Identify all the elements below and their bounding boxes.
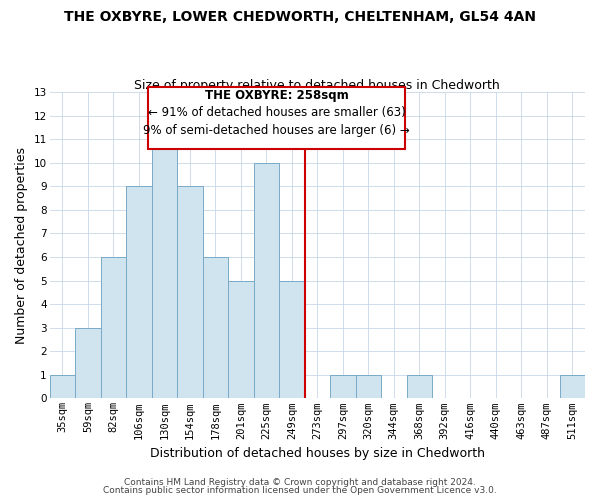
Text: THE OXBYRE: 258sqm: THE OXBYRE: 258sqm xyxy=(205,89,349,102)
Bar xyxy=(254,162,279,398)
X-axis label: Distribution of detached houses by size in Chedworth: Distribution of detached houses by size … xyxy=(150,447,485,460)
Bar xyxy=(101,257,126,398)
Bar xyxy=(560,375,585,398)
FancyBboxPatch shape xyxy=(148,88,405,148)
Y-axis label: Number of detached properties: Number of detached properties xyxy=(15,146,28,344)
Title: Size of property relative to detached houses in Chedworth: Size of property relative to detached ho… xyxy=(134,79,500,92)
Bar xyxy=(228,280,254,398)
Bar xyxy=(407,375,432,398)
Bar xyxy=(126,186,152,398)
Text: THE OXBYRE, LOWER CHEDWORTH, CHELTENHAM, GL54 4AN: THE OXBYRE, LOWER CHEDWORTH, CHELTENHAM,… xyxy=(64,10,536,24)
Bar xyxy=(177,186,203,398)
Text: ← 91% of detached houses are smaller (63): ← 91% of detached houses are smaller (63… xyxy=(148,106,406,120)
Bar xyxy=(50,375,75,398)
Bar xyxy=(203,257,228,398)
Text: Contains public sector information licensed under the Open Government Licence v3: Contains public sector information licen… xyxy=(103,486,497,495)
Bar xyxy=(356,375,381,398)
Bar xyxy=(152,139,177,398)
Bar xyxy=(75,328,101,398)
Bar xyxy=(279,280,305,398)
Text: 9% of semi-detached houses are larger (6) →: 9% of semi-detached houses are larger (6… xyxy=(143,124,410,137)
Text: Contains HM Land Registry data © Crown copyright and database right 2024.: Contains HM Land Registry data © Crown c… xyxy=(124,478,476,487)
Bar xyxy=(330,375,356,398)
